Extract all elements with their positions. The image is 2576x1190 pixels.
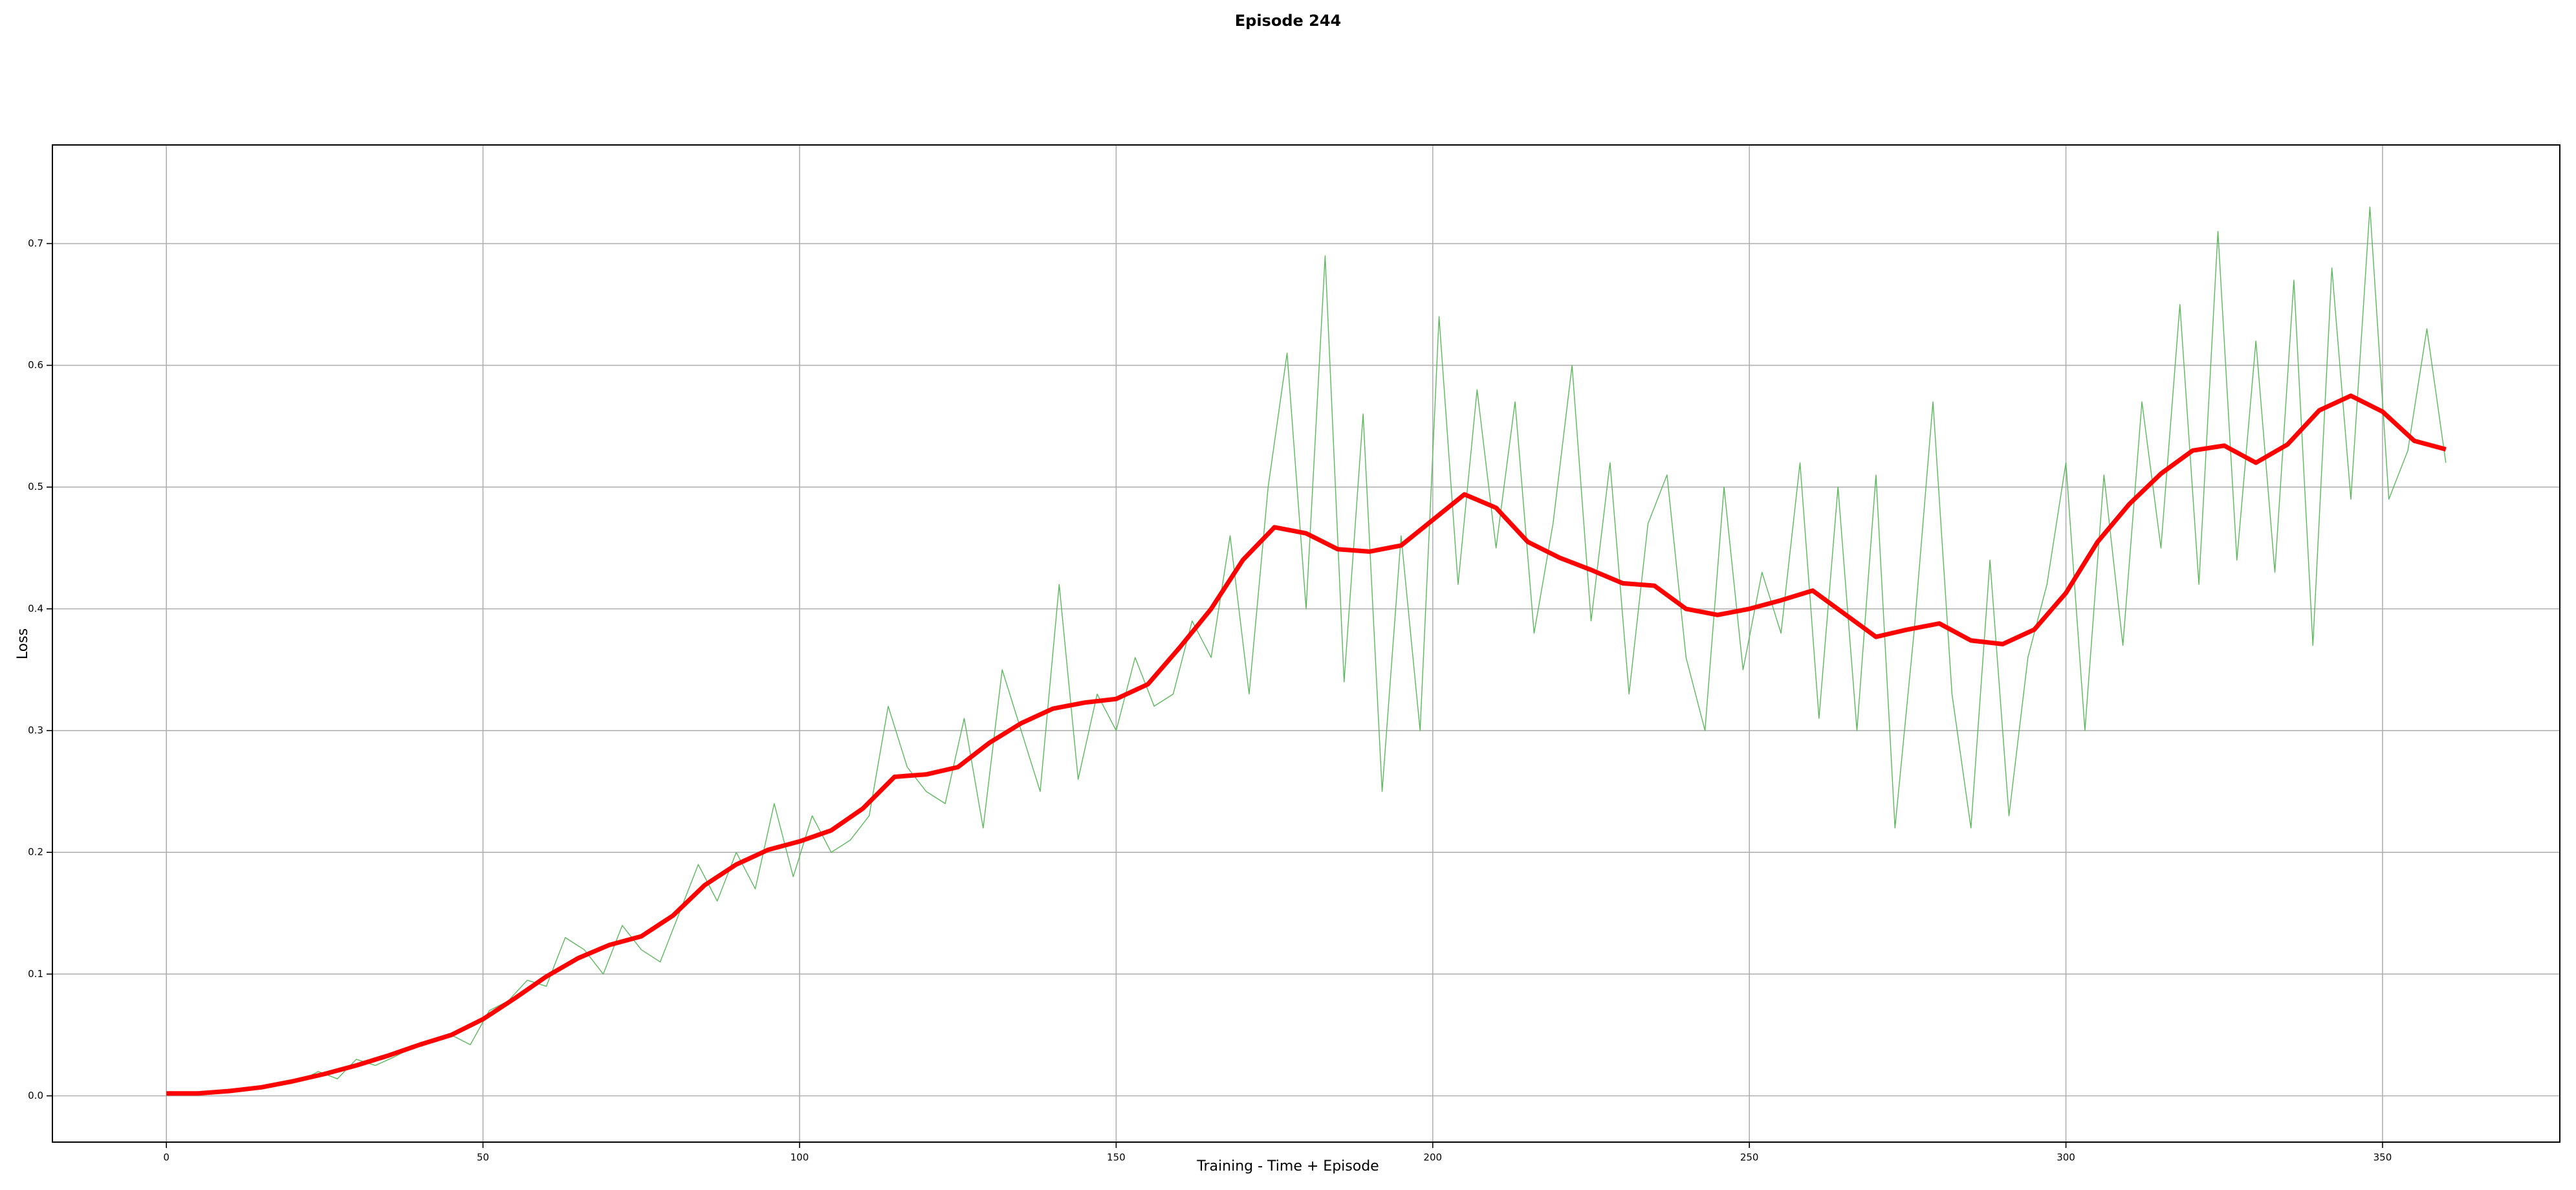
x-tick-label: 200 [1423,1152,1442,1163]
x-tick-label: 300 [2057,1152,2075,1163]
x-tick-label: 50 [477,1152,489,1163]
y-axis-label: Loss [15,628,31,659]
x-tick-label: 350 [2374,1152,2392,1163]
x-axis-label: Training - Time + Episode [1196,1158,1379,1174]
y-tick-label: 0.4 [28,602,43,614]
y-tick-label: 0.2 [28,846,43,858]
x-tick-label: 150 [1107,1152,1126,1163]
y-tick-label: 0.1 [28,968,43,980]
y-tick-label: 0.3 [28,725,43,736]
plot-frame [52,144,2560,1143]
y-tick-label: 0.7 [28,237,43,249]
chart-title: Episode 244 [1235,12,1341,30]
x-tick-label: 0 [163,1152,169,1163]
series-line [166,206,2447,1094]
y-tick-label: 0.5 [28,481,43,492]
series-line [166,393,2447,1096]
y-tick-label: 0.6 [28,359,43,371]
y-tick-label: 0.0 [28,1090,43,1101]
x-tick-label: 250 [1740,1152,1759,1163]
x-tick-label: 100 [791,1152,809,1163]
